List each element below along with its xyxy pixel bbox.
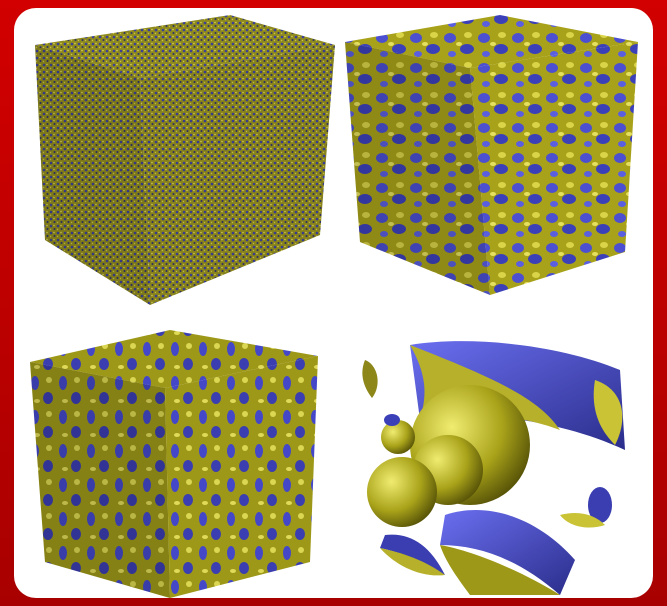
shape (381, 420, 415, 454)
shape (345, 15, 638, 68)
shape (35, 45, 150, 305)
shape (140, 45, 335, 305)
shape (30, 362, 170, 598)
shape (588, 487, 612, 523)
shape (380, 548, 445, 576)
panel (14, 8, 653, 598)
shape (30, 362, 170, 598)
renderings (30, 15, 638, 598)
shape (440, 545, 560, 595)
shape (593, 380, 623, 445)
shape (560, 513, 605, 528)
shape (470, 42, 638, 295)
cube-coarse (345, 15, 638, 295)
shape (140, 45, 335, 305)
shape (440, 510, 575, 595)
shape (35, 45, 150, 305)
shape (35, 15, 335, 78)
shape (30, 330, 318, 388)
shape (165, 356, 318, 598)
cube-elongated (30, 330, 318, 598)
shape (345, 42, 490, 295)
large-structures (362, 341, 625, 595)
cube-fine (35, 15, 335, 305)
shape (384, 414, 400, 426)
shape (362, 360, 378, 398)
shape (345, 42, 490, 295)
shape (367, 457, 437, 527)
